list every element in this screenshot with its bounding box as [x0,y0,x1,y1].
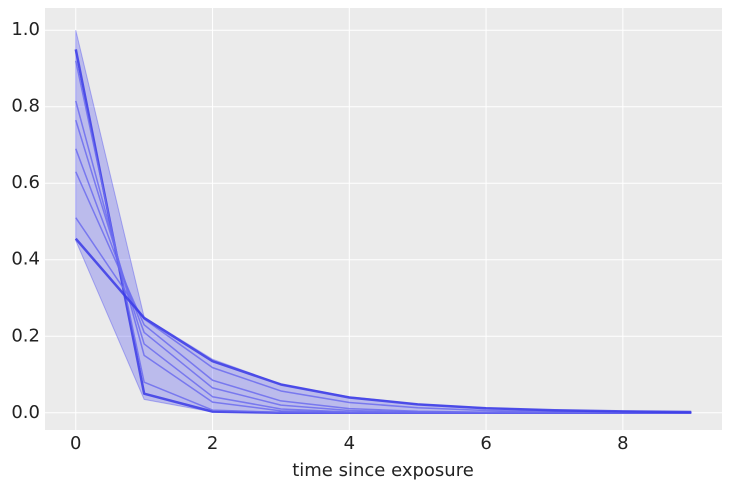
y-tick-label: 0.4 [11,249,40,270]
x-tick-label: 6 [480,433,491,454]
plot-area [45,8,722,430]
x-tick-label: 2 [207,433,218,454]
x-axis-label: time since exposure [292,460,474,481]
line [74,237,692,414]
y-tick-label: 0.8 [11,96,40,117]
x-tick-label: 4 [344,433,355,454]
x-tick-label: 8 [617,433,628,454]
y-tick-label: 0.0 [11,402,40,423]
y-tick-label: 1.0 [11,19,40,40]
line [75,171,692,414]
x-tick-label: 0 [70,433,81,454]
y-tick-label: 0.2 [11,325,40,346]
y-tick-label: 0.6 [11,172,40,193]
